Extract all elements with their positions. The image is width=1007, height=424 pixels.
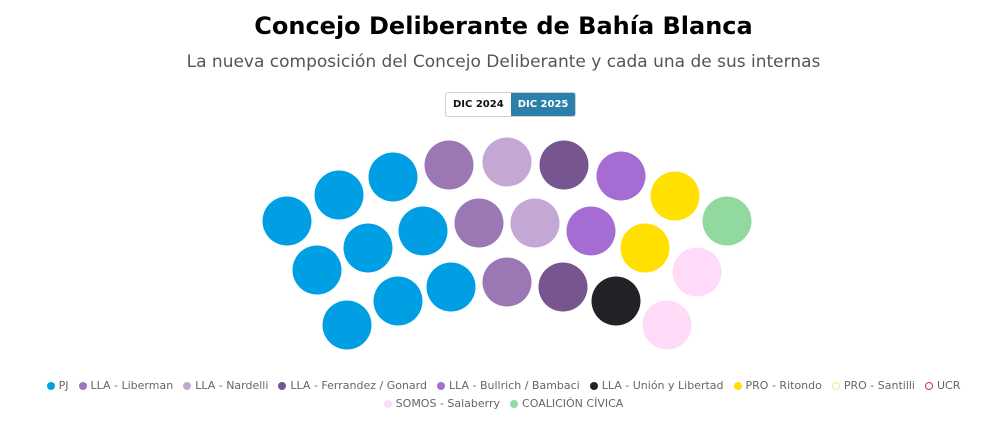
seat-1[interactable]	[262, 196, 312, 246]
legend-dot-icon	[278, 382, 287, 390]
seat-9[interactable]	[702, 196, 752, 246]
toggle-dic-2025-button[interactable]: DIC 2025	[510, 93, 576, 116]
legend-item[interactable]: LLA - Ferrandez / Gonard	[278, 379, 427, 393]
legend-dot-icon	[183, 382, 192, 390]
toggle-dic-2024-button[interactable]: DIC 2024	[446, 93, 511, 116]
seat-23[interactable]	[591, 276, 641, 326]
chart-legend: PJ LLA - Liberman LLA - Nardelli LLA - Ferr…	[30, 379, 977, 411]
chart-subtitle: La nueva composición del Concejo Deliber…	[186, 52, 821, 72]
seat-16[interactable]	[620, 223, 670, 273]
legend-label: PJ	[58, 379, 69, 392]
seat-18[interactable]	[322, 300, 372, 350]
legend-dot-icon	[733, 382, 742, 390]
seat-21[interactable]	[482, 257, 532, 307]
legend-label: LLA - Liberman	[90, 379, 174, 392]
seat-8[interactable]	[650, 171, 700, 221]
legend-label: PRO - Ritondo	[745, 379, 822, 392]
legend-item[interactable]: COALICIÓN CÍVICA	[510, 397, 623, 411]
seat-20[interactable]	[426, 262, 476, 312]
seat-7[interactable]	[596, 151, 646, 201]
legend-item[interactable]: LLA - Nardelli	[183, 379, 268, 393]
legend-item[interactable]: LLA - Bullrich / Bambaci	[436, 379, 580, 393]
seat-12[interactable]	[398, 206, 448, 256]
seat-24[interactable]	[642, 300, 692, 350]
legend-dot-icon	[46, 382, 55, 390]
legend-label: PRO - Santilli	[843, 379, 915, 392]
seat-6[interactable]	[539, 140, 589, 190]
seat-3[interactable]	[368, 152, 418, 202]
seat-10[interactable]	[292, 245, 342, 295]
legend-item[interactable]: PRO - Santilli	[831, 379, 915, 393]
legend-dot-icon	[831, 382, 840, 390]
legend-label: LLA - Nardelli	[195, 379, 269, 392]
legend-item[interactable]: SOMOS - Salaberry	[383, 397, 501, 411]
chart-title: Concejo Deliberante de Bahía Blanca	[254, 12, 753, 40]
legend-dot-icon	[78, 382, 87, 390]
legend-label: SOMOS - Salaberry	[395, 397, 501, 410]
seat-14[interactable]	[510, 198, 560, 248]
seat-4[interactable]	[424, 140, 474, 190]
legend-dot-icon	[925, 382, 933, 390]
legend-dot-icon	[589, 382, 598, 390]
legend-label: COALICIÓN CÍVICA	[522, 397, 624, 410]
legend-item[interactable]: UCR	[925, 379, 960, 393]
seat-2[interactable]	[314, 170, 364, 220]
legend-label: LLA - Ferrandez / Gonard	[290, 379, 427, 392]
legend-item[interactable]: LLA - Liberman	[78, 379, 174, 393]
seat-22[interactable]	[538, 262, 588, 312]
legend-dot-icon	[383, 400, 392, 408]
legend-item[interactable]: LLA - Unión y Libertad	[589, 379, 724, 393]
legend-label: LLA - Unión y Libertad	[601, 379, 724, 392]
seat-15[interactable]	[566, 206, 616, 256]
seat-11[interactable]	[343, 223, 393, 273]
period-toggle: DIC 2024 DIC 2025	[445, 92, 577, 117]
legend-dot-icon	[510, 400, 519, 408]
legend-label: LLA - Bullrich / Bambaci	[448, 379, 580, 392]
legend-item[interactable]: PJ	[46, 379, 69, 393]
seat-13[interactable]	[454, 198, 504, 248]
legend-label: UCR	[937, 379, 961, 392]
seat-5[interactable]	[482, 137, 532, 187]
legend-item[interactable]: PRO - Ritondo	[733, 379, 822, 393]
legend-dot-icon	[436, 382, 445, 390]
seat-17[interactable]	[672, 247, 722, 297]
seat-19[interactable]	[373, 276, 423, 326]
